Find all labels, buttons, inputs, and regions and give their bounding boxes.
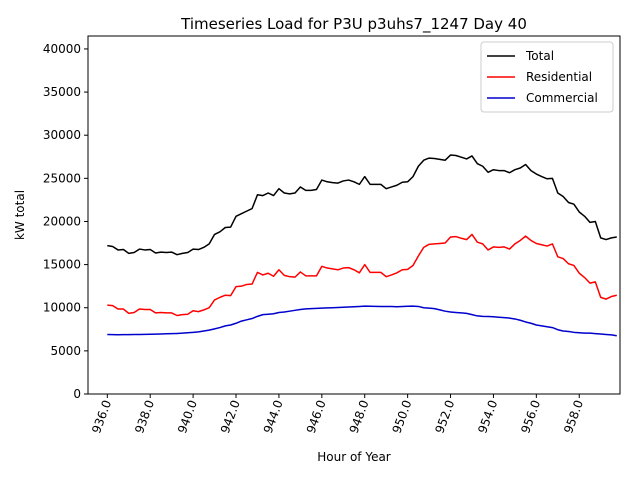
y-tick-label: 30000	[43, 128, 81, 142]
y-tick-label: 35000	[43, 85, 81, 99]
legend-box	[480, 41, 614, 113]
y-tick-label: 0	[73, 387, 81, 401]
chart-title: Timeseries Load for P3U p3uhs7_1247 Day …	[180, 15, 527, 34]
y-axis: 0 5000 10000 15000 20000 25000 30000 35000 40000	[43, 42, 88, 401]
legend: Total Residential Commercial	[480, 41, 614, 113]
plot-area	[87, 35, 621, 395]
legend-label-residential: Residential	[526, 70, 592, 84]
y-tick-label: 40000	[43, 42, 81, 56]
y-tick-label: 20000	[43, 214, 81, 228]
y-tick-label: 25000	[43, 171, 81, 185]
x-axis-label: Hour of Year	[317, 450, 391, 464]
y-tick-label: 10000	[43, 301, 81, 315]
y-tick-label: 15000	[43, 258, 81, 272]
series-line-total	[107, 154, 617, 256]
legend-label-commercial: Commercial	[526, 91, 598, 105]
y-tick-label: 5000	[50, 344, 81, 358]
y-axis-label: kW total	[13, 190, 27, 240]
legend-label-total: Total	[525, 49, 554, 63]
series-lines	[107, 154, 617, 337]
series-line-commercial	[107, 305, 617, 337]
plot-frame	[87, 35, 621, 395]
series-line-residential	[107, 233, 617, 317]
